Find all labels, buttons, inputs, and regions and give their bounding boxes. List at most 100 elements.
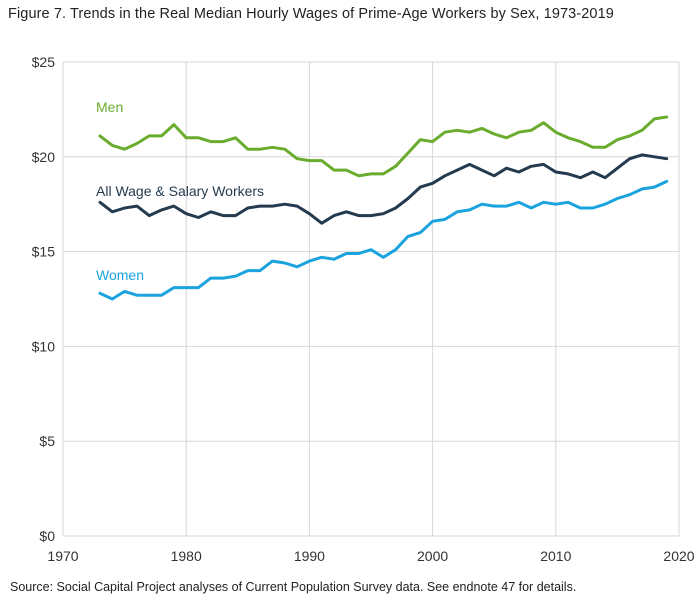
data-point-all	[136, 205, 138, 207]
data-point-men	[123, 148, 126, 150]
data-point-all	[616, 167, 619, 169]
data-point-men	[308, 159, 311, 162]
data-point-women	[210, 277, 212, 279]
data-point-men	[357, 175, 360, 177]
data-point-women	[185, 286, 187, 289]
data-point-all	[493, 175, 496, 177]
data-point-all	[419, 186, 422, 188]
data-point-women	[567, 201, 569, 204]
series-label-all: All Wage & Salary Workers	[96, 183, 264, 199]
data-point-women	[542, 201, 545, 204]
y-tick-label: $25	[32, 54, 56, 70]
series-line-women	[98, 179, 669, 301]
data-point-men	[259, 148, 261, 150]
data-point-men	[456, 129, 459, 132]
y-tick-label: $0	[39, 528, 55, 544]
data-point-all	[271, 205, 274, 207]
x-tick-label: 2020	[663, 548, 694, 564]
data-point-women	[99, 292, 101, 295]
data-point-women	[123, 290, 126, 293]
data-point-men	[160, 135, 163, 137]
data-point-all	[592, 171, 594, 173]
data-point-all	[148, 214, 150, 217]
data-point-all	[456, 169, 459, 171]
data-point-all	[431, 182, 434, 185]
data-point-all	[259, 205, 261, 207]
data-point-all	[210, 211, 212, 213]
data-point-all	[542, 163, 545, 166]
data-point-men	[173, 123, 175, 126]
data-point-all	[99, 201, 101, 204]
data-point-men	[505, 137, 508, 139]
data-point-men	[604, 146, 606, 149]
figure-title: Figure 7. Trends in the Real Median Hour…	[8, 6, 614, 22]
data-point-all	[530, 165, 532, 168]
data-point-all	[505, 167, 508, 169]
data-point-women	[604, 203, 606, 205]
data-point-all	[197, 216, 200, 219]
data-point-women	[296, 266, 298, 268]
data-point-women	[173, 286, 175, 289]
data-point-men	[493, 133, 496, 135]
data-point-all	[567, 173, 569, 175]
x-tick-label: 1990	[294, 548, 325, 564]
data-point-all	[234, 214, 237, 217]
data-point-men	[665, 116, 668, 118]
x-tick-label: 1970	[47, 548, 78, 564]
data-point-men	[296, 157, 298, 160]
data-point-women	[308, 260, 311, 262]
data-point-women	[148, 294, 150, 297]
x-tick-label: 1980	[171, 548, 202, 564]
data-point-men	[542, 121, 545, 124]
data-point-women	[382, 256, 385, 259]
data-point-all	[111, 211, 114, 213]
series-layer	[98, 115, 669, 301]
data-point-all	[653, 156, 656, 158]
data-point-all	[444, 175, 446, 177]
data-point-men	[382, 173, 385, 175]
data-point-men	[197, 137, 200, 139]
data-point-women	[616, 197, 619, 200]
data-point-men	[247, 148, 249, 150]
data-point-all	[296, 205, 298, 207]
data-point-men	[210, 140, 212, 143]
y-tick-label: $5	[39, 433, 55, 449]
data-point-women	[456, 211, 459, 213]
data-point-women	[284, 262, 286, 264]
data-point-men	[345, 169, 348, 171]
data-point-men	[616, 138, 619, 141]
data-point-men	[148, 135, 150, 137]
data-point-men	[579, 140, 582, 143]
data-point-women	[271, 260, 274, 262]
data-point-all	[468, 163, 471, 166]
data-point-all	[160, 209, 163, 211]
data-point-men	[567, 137, 569, 139]
data-point-women	[468, 209, 471, 211]
data-point-all	[382, 212, 385, 215]
data-point-women	[247, 269, 249, 272]
data-point-all	[665, 157, 668, 160]
data-point-all	[604, 176, 606, 179]
data-point-all	[185, 212, 187, 215]
data-point-all	[123, 207, 126, 209]
data-point-all	[579, 176, 582, 179]
axis-layer: $0 $5 $10 $15 $20 $25 1970 1980 1990 2000 2010 2020	[32, 54, 695, 564]
series-label-men: Men	[96, 99, 123, 115]
data-point-men	[222, 140, 224, 143]
data-point-all	[345, 211, 348, 213]
data-point-women	[333, 258, 335, 261]
data-point-all	[628, 157, 631, 160]
data-point-all	[407, 197, 409, 200]
data-point-women	[518, 201, 520, 204]
data-point-women	[444, 218, 446, 221]
data-point-all	[173, 205, 175, 207]
data-point-men	[653, 118, 656, 120]
data-point-all	[518, 171, 520, 173]
data-point-women	[370, 248, 372, 251]
label-layer: Men All Wage & Salary Workers Women	[96, 99, 264, 283]
y-tick-label: $15	[32, 244, 56, 260]
data-point-women	[530, 207, 532, 209]
data-point-men	[284, 148, 286, 150]
data-point-men	[271, 146, 274, 149]
data-point-men	[641, 129, 643, 132]
